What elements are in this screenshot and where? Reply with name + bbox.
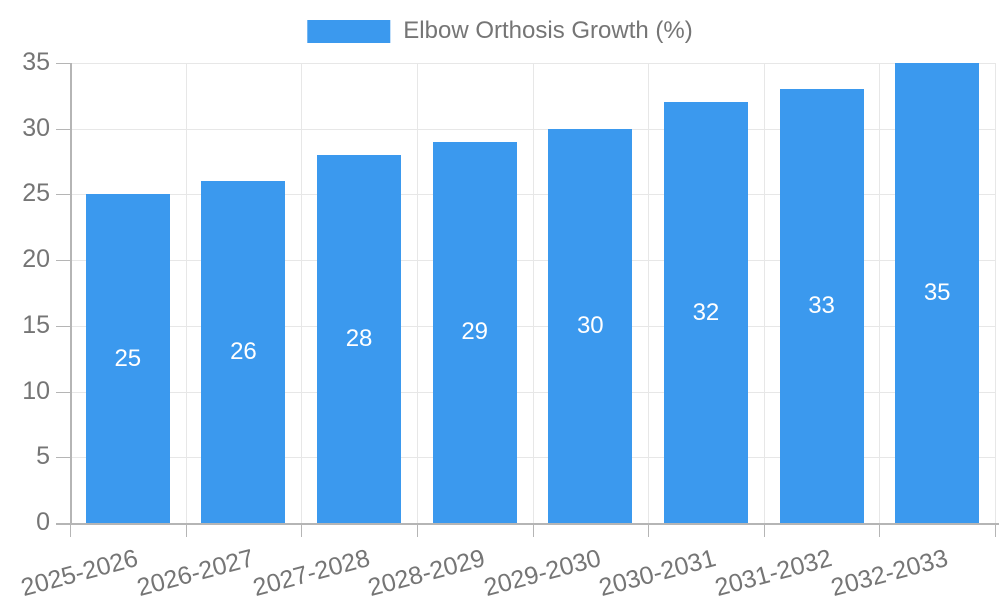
x-tick-label: 2028-2029 — [365, 544, 488, 600]
x-axis-tick — [533, 523, 534, 537]
bar-value-label: 32 — [692, 298, 720, 326]
y-axis-line — [70, 63, 72, 523]
y-gridline — [70, 63, 995, 64]
x-tick-label: 2030-2031 — [596, 544, 720, 600]
x-gridline — [648, 63, 649, 523]
y-gridline — [70, 326, 995, 327]
x-gridline — [186, 63, 187, 523]
y-gridline — [70, 457, 995, 458]
x-tick-label: 2031-2032 — [712, 544, 835, 600]
bar[interactable] — [548, 129, 632, 523]
bar-value-label: 33 — [808, 292, 835, 320]
x-gridline — [417, 63, 418, 523]
bar[interactable] — [317, 155, 401, 523]
y-axis-tick — [56, 129, 70, 130]
x-axis-tick — [995, 523, 996, 537]
bar-value-label: 29 — [461, 318, 489, 346]
y-gridline — [70, 194, 995, 195]
bar-value-label: 30 — [576, 311, 604, 339]
x-axis-tick — [186, 523, 187, 537]
x-gridline — [301, 63, 302, 523]
x-axis-tick — [764, 523, 765, 537]
x-tick-label: 2026-2027 — [133, 544, 257, 600]
x-axis-tick — [70, 523, 71, 537]
y-tick-label: 5 — [36, 442, 50, 471]
x-tick-label: 2025-2026 — [18, 544, 142, 600]
bar-value-label: 35 — [923, 279, 951, 306]
y-gridline — [70, 392, 995, 393]
legend-swatch-icon — [307, 19, 391, 43]
y-axis-tick — [56, 194, 70, 195]
x-axis-tick — [301, 523, 302, 537]
y-tick-label: 30 — [22, 113, 50, 142]
y-tick-label: 15 — [22, 310, 50, 339]
y-axis-tick — [56, 392, 70, 393]
x-axis-line — [56, 523, 999, 525]
y-gridline — [70, 129, 995, 130]
x-axis-tick — [648, 523, 649, 537]
bar-value-label: 25 — [114, 344, 142, 372]
y-axis-tick — [56, 326, 70, 327]
bar[interactable] — [86, 194, 170, 523]
y-tick-label: 20 — [22, 245, 50, 274]
y-tick-label: 10 — [22, 376, 50, 405]
y-axis-tick — [56, 260, 70, 261]
y-tick-label: 35 — [22, 47, 50, 76]
y-tick-label: 25 — [22, 179, 50, 208]
x-axis-tick — [417, 523, 418, 537]
x-tick-label: 2032-2033 — [827, 544, 951, 600]
bar[interactable] — [895, 63, 979, 523]
bar-value-label: 28 — [345, 325, 373, 352]
x-gridline — [764, 63, 765, 523]
y-tick-label: 0 — [36, 507, 50, 536]
bar[interactable] — [664, 102, 748, 523]
bar[interactable] — [201, 181, 285, 523]
bar[interactable] — [780, 89, 864, 523]
x-tick-label: 2029-2030 — [480, 544, 604, 600]
x-gridline — [995, 63, 996, 523]
y-axis-tick — [56, 63, 70, 64]
y-axis-tick — [56, 457, 70, 458]
y-gridline — [70, 260, 995, 261]
x-axis-tick — [879, 523, 880, 537]
x-gridline — [879, 63, 880, 523]
chart-legend[interactable]: Elbow Orthosis Growth (%) — [307, 17, 693, 44]
x-tick-label: 2027-2028 — [249, 544, 373, 600]
bar-value-label: 26 — [230, 338, 257, 366]
bar[interactable] — [433, 142, 517, 523]
legend-label: Elbow Orthosis Growth (%) — [403, 17, 693, 44]
x-gridline — [533, 63, 534, 523]
